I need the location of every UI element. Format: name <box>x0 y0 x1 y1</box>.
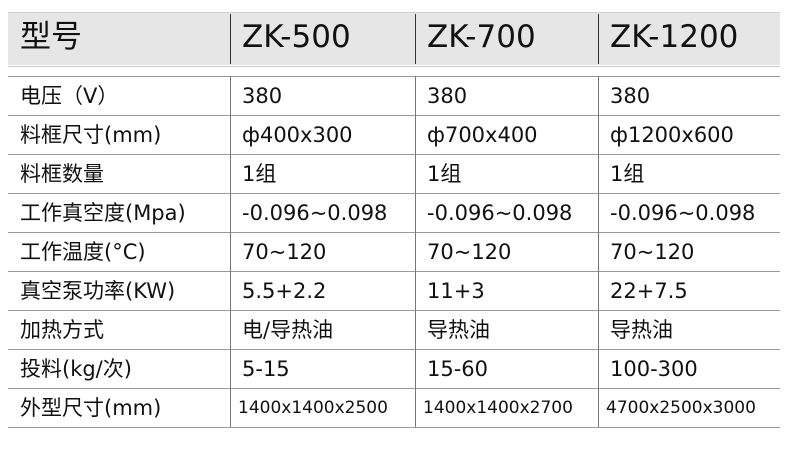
table-cell: ф700x400 <box>427 123 538 147</box>
header-background <box>8 12 780 65</box>
header-divider <box>415 14 416 64</box>
table-cell: 4700x2500x3000 <box>606 398 756 418</box>
table-cell: 投料(kg/次) <box>20 357 132 381</box>
table-cell: 100-300 <box>610 357 698 381</box>
row-line <box>8 349 780 350</box>
row-line <box>8 154 780 155</box>
table-cell: 11+3 <box>427 279 485 303</box>
row-line <box>8 115 780 116</box>
table-cell: 5-15 <box>242 357 290 381</box>
header-divider <box>230 14 231 64</box>
row-line <box>8 427 780 428</box>
row-line <box>8 388 780 389</box>
table-cell: -0.096~0.098 <box>427 201 573 225</box>
table-cell: 导热油 <box>610 318 673 342</box>
table-cell: 电/导热油 <box>242 318 334 342</box>
table-cell: ф400x300 <box>242 123 353 147</box>
row-line <box>8 193 780 194</box>
table-cell: 工作真空度(Mpa) <box>20 201 186 225</box>
table-cell: 料框数量 <box>20 162 104 186</box>
table-cell: 70~120 <box>242 240 327 264</box>
table-cell: 15-60 <box>427 357 489 381</box>
header-cell: ZK-500 <box>242 19 351 55</box>
table-cell: 加热方式 <box>20 318 104 342</box>
row-line <box>8 76 780 77</box>
header-cell: ZK-700 <box>427 19 536 55</box>
table-cell: 1400x1400x2700 <box>423 398 573 418</box>
column-divider <box>230 76 231 427</box>
header-cell: 型号 <box>20 19 82 55</box>
header-cell: ZK-1200 <box>610 19 739 55</box>
table-cell: 1组 <box>610 162 645 186</box>
table-cell: 电压（V） <box>20 84 119 108</box>
table-cell: -0.096~0.098 <box>242 201 388 225</box>
table-cell: 380 <box>610 84 651 108</box>
table-cell: 导热油 <box>427 318 490 342</box>
table-cell: 料框尺寸(mm) <box>20 123 162 147</box>
table-cell: 真空泵功率(KW) <box>20 279 176 303</box>
header-divider <box>598 14 599 64</box>
table-cell: 外型尺寸(mm) <box>20 396 162 420</box>
header-rule <box>8 66 780 67</box>
table-cell: 1400x1400x2500 <box>238 398 388 418</box>
row-line <box>8 271 780 272</box>
row-line <box>8 310 780 311</box>
table-cell: 1组 <box>242 162 277 186</box>
table-cell: 70~120 <box>610 240 695 264</box>
table-cell: -0.096~0.098 <box>610 201 756 225</box>
table-cell: 5.5+2.2 <box>242 279 327 303</box>
table-cell: 380 <box>242 84 283 108</box>
table-cell: ф1200x600 <box>610 123 734 147</box>
table-cell: 70~120 <box>427 240 512 264</box>
row-line <box>8 232 780 233</box>
table-cell: 1组 <box>427 162 462 186</box>
column-divider <box>415 76 416 427</box>
table-cell: 工作温度(°C) <box>20 240 146 264</box>
column-divider <box>598 76 599 427</box>
table-cell: 22+7.5 <box>610 279 688 303</box>
table-cell: 380 <box>427 84 468 108</box>
